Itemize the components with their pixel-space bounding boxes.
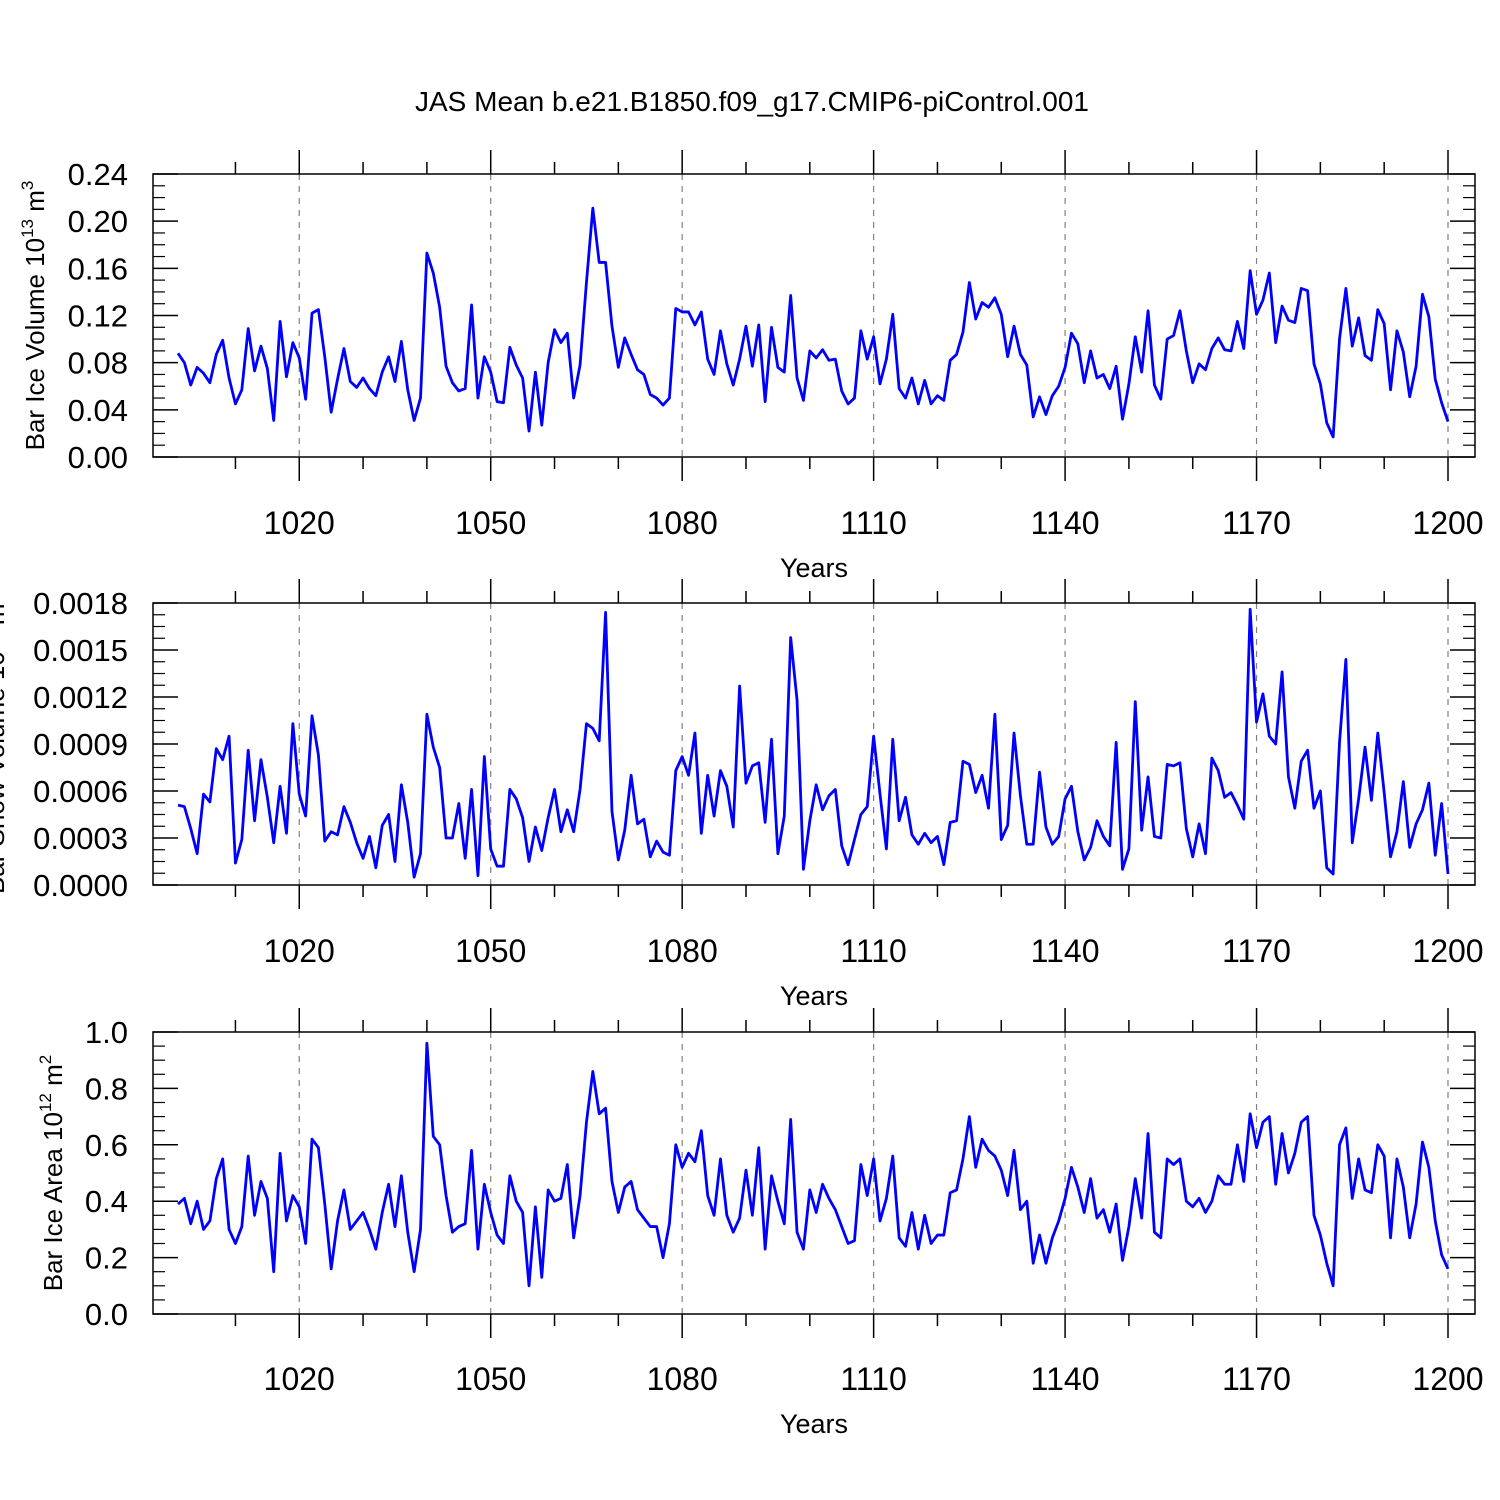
x-tick-label: 1020: [264, 505, 335, 541]
y-tick-label: 0.12: [68, 299, 128, 334]
y-tick-label: 0.4: [85, 1184, 128, 1219]
panel-ice-volume: 0.00 0.04 0.08 0.12 0.16 0.20 0.24 1020 1050 1080…: [18, 150, 1484, 583]
x-tick-label: 1200: [1412, 933, 1483, 969]
y-tick-label: 0.0015: [33, 633, 128, 668]
panel-ice-area: 0.0 0.2 0.4 0.6 0.8 1.0 1020 1050 1080 1110 1140 11…: [36, 1008, 1484, 1439]
y-tick-label: 0.6: [85, 1128, 128, 1163]
y-tick-label: 0.24: [68, 157, 128, 192]
series-line-snow-volume: [177, 607, 1450, 879]
chart-title: JAS Mean b.e21.B1850.f09_g17.CMIP6-piCon…: [415, 86, 1089, 117]
y-tick-label: 0.8: [85, 1071, 128, 1106]
x-axis-label: Years: [780, 553, 848, 583]
y-axis-label: Bar Ice Volume 1013 m3: [18, 181, 50, 451]
plot-frame: [152, 173, 1476, 458]
series-line-ice-volume: [176, 206, 1450, 439]
x-axis-label: Years: [780, 981, 848, 1011]
x-tick-label: 1170: [1222, 505, 1291, 541]
x-tick-label: 1050: [455, 1361, 526, 1397]
x-tick-label: 1140: [1031, 933, 1100, 969]
x-tick-label: 1080: [647, 505, 718, 541]
y-tick-label: 0.0006: [33, 774, 128, 809]
x-tick-label: 1110: [840, 933, 906, 969]
x-tick-label: 1110: [840, 1361, 906, 1397]
panel-snow-volume: 0.0000 0.0003 0.0006 0.0009 0.0012 0.0015 0.00…: [0, 579, 1484, 1011]
x-tick-label: 1200: [1412, 1361, 1483, 1397]
x-tick-label: 1050: [455, 505, 526, 541]
x-tick-label: 1140: [1031, 1361, 1100, 1397]
x-tick-label: 1050: [455, 933, 526, 969]
y-tick-label: 0.00: [68, 440, 128, 475]
x-tick-label: 1020: [264, 1361, 335, 1397]
y-tick-label: 0.0009: [33, 727, 128, 762]
y-axis-label: Bar Snow Volume 1013 m3: [0, 594, 10, 894]
y-tick-label: 0.04: [68, 393, 128, 428]
x-tick-label: 1200: [1412, 505, 1483, 541]
y-tick-label: 0.08: [68, 346, 128, 381]
x-tick-label: 1080: [647, 1361, 718, 1397]
y-tick-label: 0.0000: [33, 868, 128, 903]
x-tick-label: 1170: [1222, 1361, 1291, 1397]
x-axis-label: Years: [780, 1409, 848, 1439]
y-axis-label: Bar Ice Area 1012 m2: [36, 1055, 68, 1292]
x-tick-label: 1170: [1222, 933, 1291, 969]
y-tick-label: 0.16: [68, 251, 128, 286]
y-tick-label: 1.0: [85, 1015, 128, 1050]
x-tick-label: 1140: [1031, 505, 1100, 541]
x-tick-label: 1110: [840, 505, 906, 541]
x-tick-label: 1020: [264, 933, 335, 969]
y-tick-label: 0.0003: [33, 821, 128, 856]
y-tick-label: 0.0018: [33, 586, 128, 621]
series-line-ice-area: [177, 1041, 1450, 1288]
y-tick-label: 0.20: [68, 204, 128, 239]
y-tick-label: 0.0: [85, 1297, 128, 1332]
x-tick-label: 1080: [647, 933, 718, 969]
y-tick-label: 0.0012: [33, 680, 128, 715]
y-tick-label: 0.2: [85, 1241, 128, 1276]
